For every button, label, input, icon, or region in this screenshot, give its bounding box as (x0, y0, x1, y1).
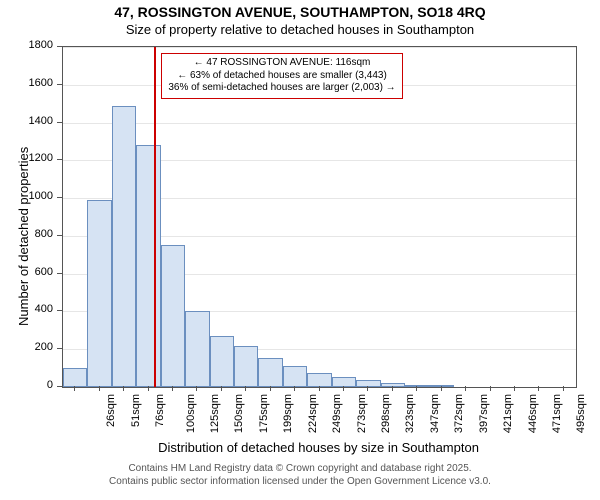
bar (185, 311, 209, 387)
x-axis-label: Distribution of detached houses by size … (62, 440, 575, 455)
bar (356, 380, 380, 387)
chart-plot-area: ← 47 ROSSINGTON AVENUE: 116sqm← 63% of d… (62, 46, 577, 388)
bar (210, 336, 234, 387)
credits-line1: Contains HM Land Registry data © Crown c… (0, 462, 600, 475)
bar (283, 366, 307, 387)
bar (234, 346, 258, 387)
bar (161, 245, 185, 387)
annotation-box: ← 47 ROSSINGTON AVENUE: 116sqm← 63% of d… (161, 53, 402, 99)
bar (112, 106, 136, 387)
bar (258, 358, 282, 387)
bar (307, 373, 331, 387)
title-line2: Size of property relative to detached ho… (0, 22, 600, 37)
bar (136, 145, 160, 387)
reference-vline (154, 47, 156, 387)
credits-line2: Contains public sector information licen… (0, 475, 600, 488)
bar (405, 385, 429, 387)
title-line1: 47, ROSSINGTON AVENUE, SOUTHAMPTON, SO18… (0, 4, 600, 20)
credits: Contains HM Land Registry data © Crown c… (0, 462, 600, 488)
y-axis-label: Number of detached properties (16, 147, 31, 326)
bar (87, 200, 111, 387)
bar (63, 368, 87, 387)
